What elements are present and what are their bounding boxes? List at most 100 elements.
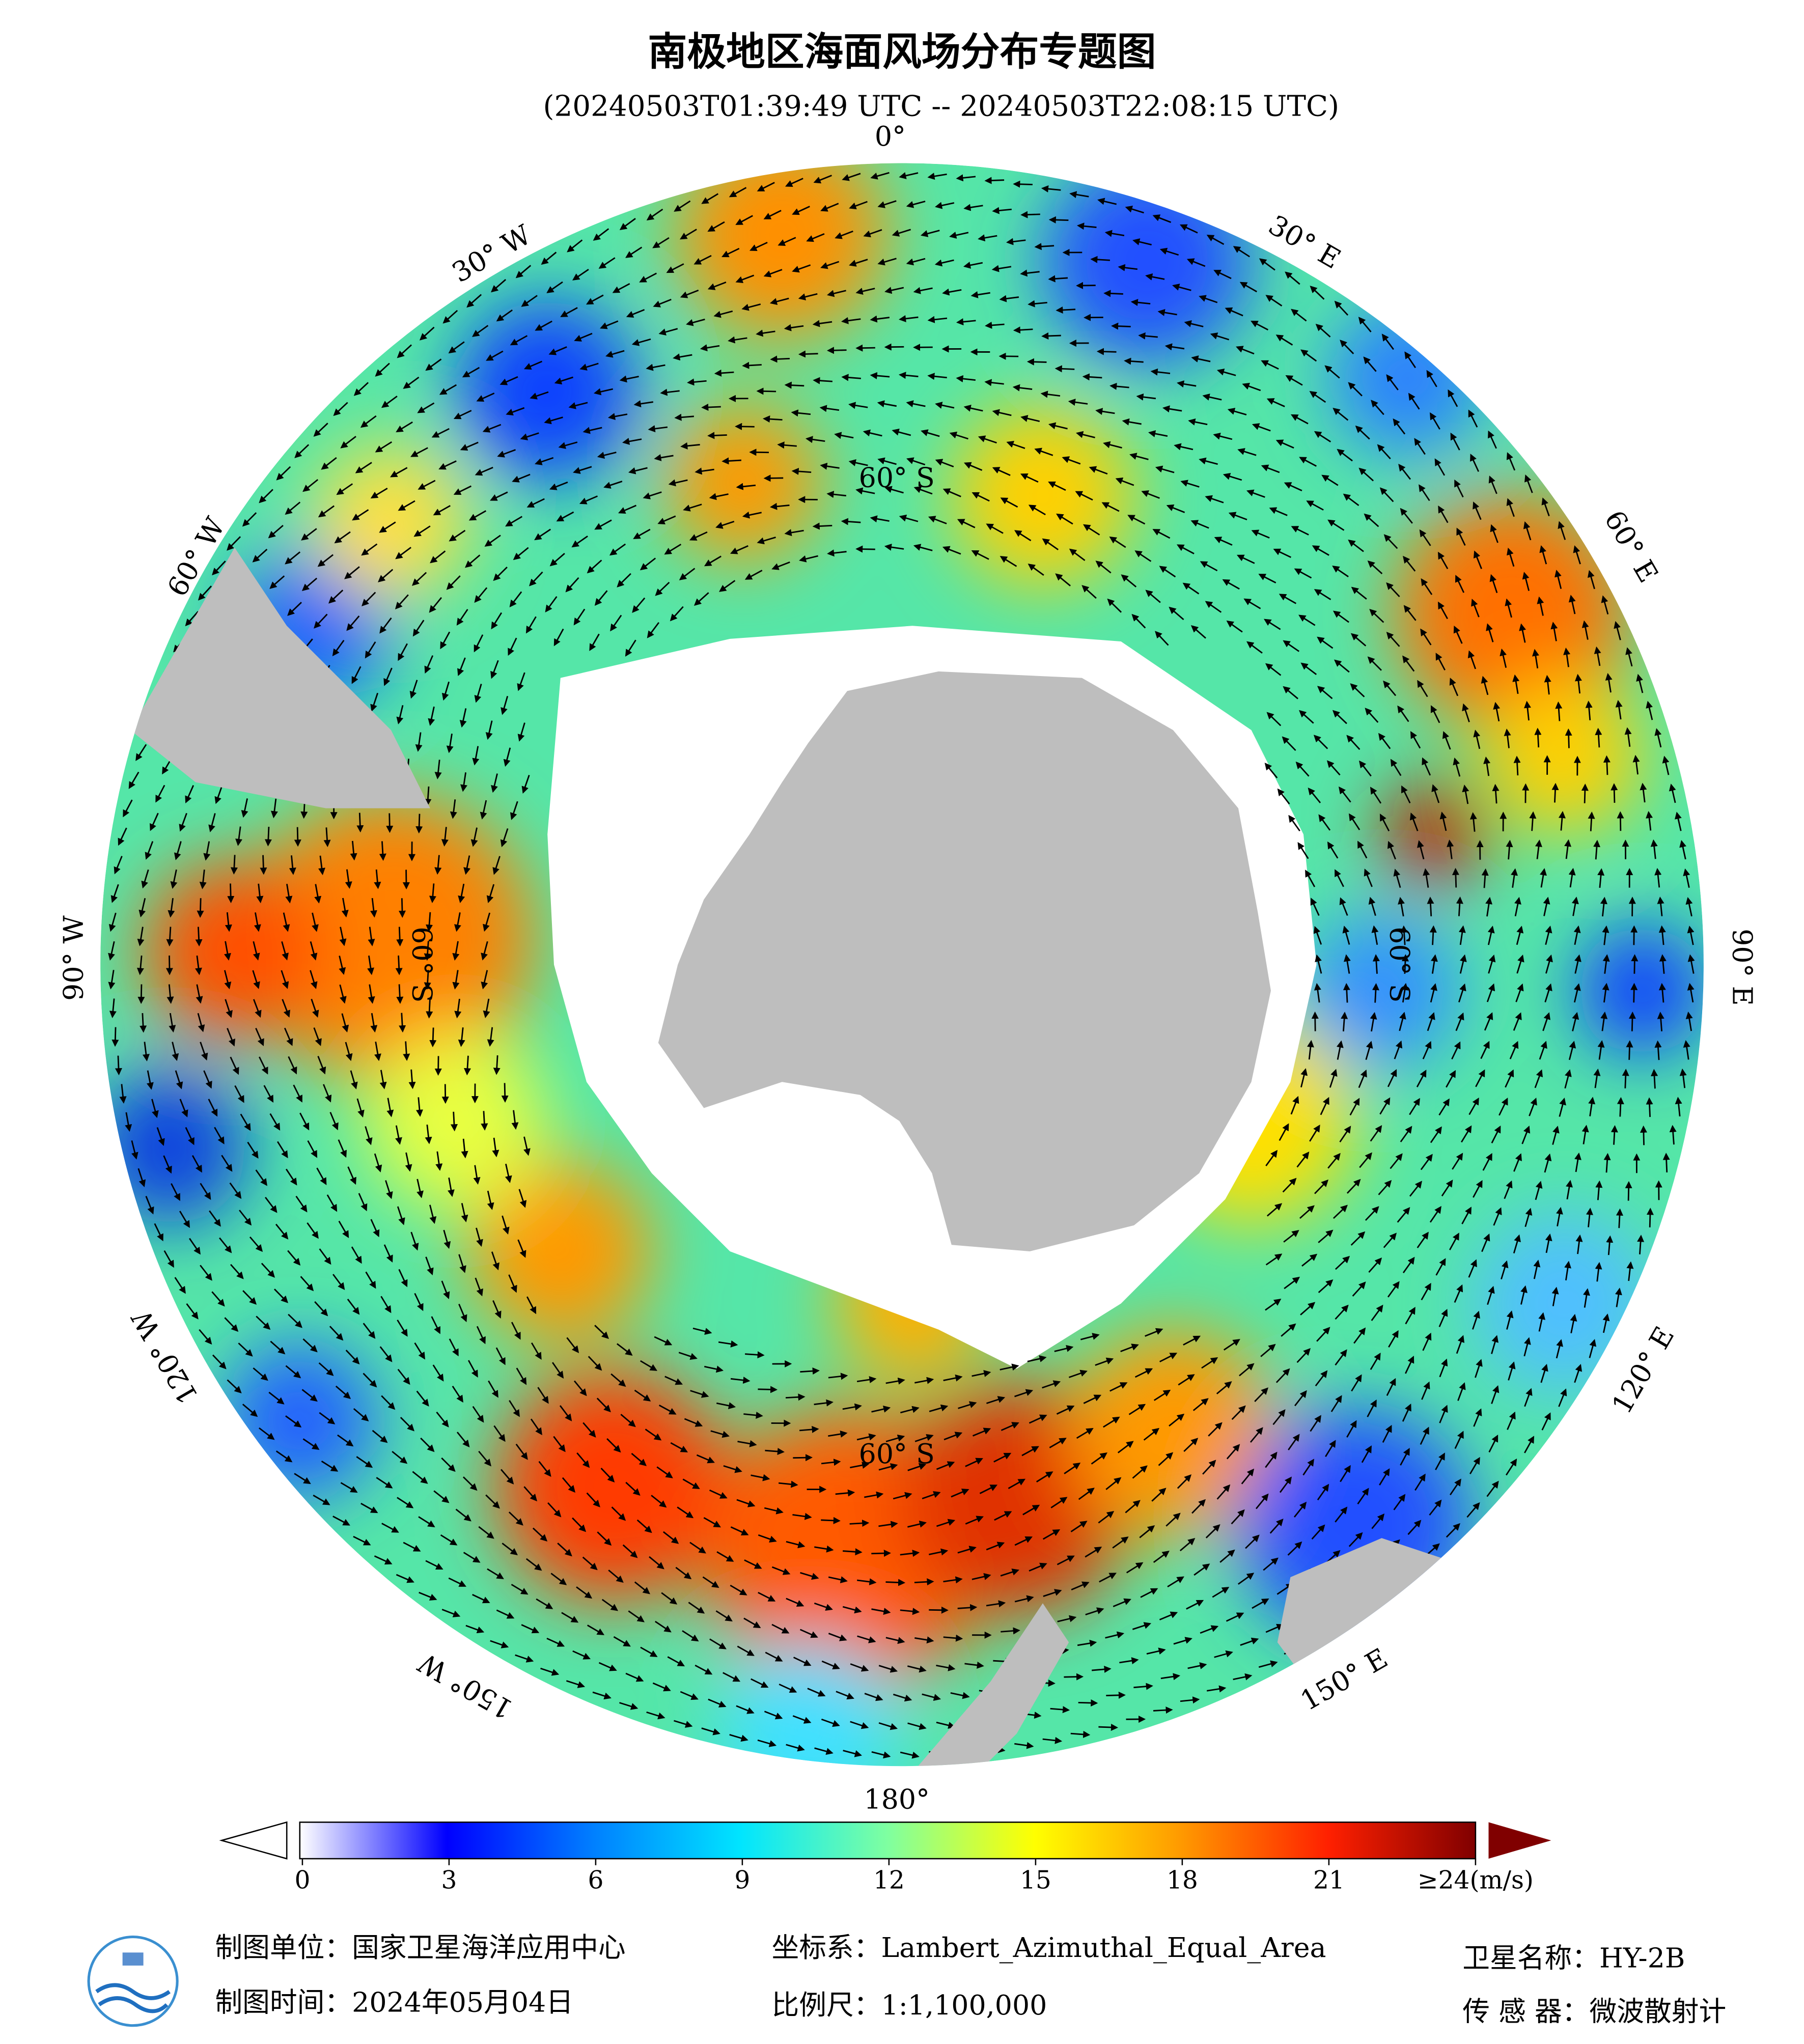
wind-arrow <box>465 554 481 568</box>
wind-arrow <box>611 1506 626 1521</box>
wind-arrow <box>551 1362 564 1379</box>
wind-arrow <box>1484 1012 1493 1031</box>
wind-patch <box>100 1069 248 1225</box>
wind-arrow <box>1034 447 1053 456</box>
wind-arrow <box>1070 1521 1088 1532</box>
wind-arrow <box>463 855 470 875</box>
wind-arrow <box>1351 586 1367 600</box>
colorbar-under <box>219 1821 288 1860</box>
wind-arrow <box>1365 1041 1373 1060</box>
wind-arrow <box>677 1506 694 1519</box>
wind-arrow <box>690 1390 709 1398</box>
wind-arrow <box>1064 1673 1084 1681</box>
wind-arrow <box>350 1070 358 1089</box>
wind-arrow <box>695 467 714 475</box>
wind-arrow <box>538 1461 551 1477</box>
wind-arrow <box>654 1336 673 1346</box>
satellite: 卫星名称：HY-2B <box>1462 1942 1685 1974</box>
wind-arrow <box>1107 598 1122 613</box>
wind-arrow <box>850 1462 870 1469</box>
wind-arrow <box>1441 1180 1453 1197</box>
wind-arrow <box>505 516 523 527</box>
wind-arrow <box>1341 1012 1348 1031</box>
wind-arrow <box>1152 529 1171 539</box>
wind-arrow <box>415 1097 423 1117</box>
wind-arrow <box>654 454 674 461</box>
wind-patch <box>1381 782 1486 887</box>
wind-arrow <box>1069 548 1086 562</box>
wind-arrow <box>310 941 318 961</box>
wind-arrow <box>1275 1368 1290 1383</box>
wind-arrow <box>1121 574 1137 587</box>
wind-arrow <box>374 1041 381 1061</box>
wind-arrow <box>511 1322 521 1340</box>
wind-arrow <box>1417 1231 1429 1248</box>
wind-arrow <box>1182 582 1200 595</box>
wind-arrow <box>588 1356 602 1371</box>
wind-arrow <box>485 720 493 740</box>
wind-arrow <box>843 1548 863 1556</box>
wind-arrow <box>1040 390 1061 398</box>
wind-patch <box>951 404 1134 587</box>
wind-arrow <box>791 467 812 475</box>
wind-arrow <box>1106 1691 1126 1699</box>
wind-arrow <box>784 529 804 537</box>
wind-patch <box>1395 495 1629 731</box>
wind-arrow <box>1370 787 1382 804</box>
wind-arrow <box>707 432 727 439</box>
wind-patch <box>247 795 535 1082</box>
wind-arrow <box>405 1152 412 1172</box>
wind-arrow <box>1246 641 1263 654</box>
wind-arrow <box>913 486 933 495</box>
wind-arrow <box>559 1405 572 1421</box>
wind-arrow <box>1288 1434 1300 1450</box>
wind-arrow <box>963 404 983 412</box>
wind-arrow <box>1513 755 1521 776</box>
title: 南极地区海面风场分布专题图 <box>648 29 1156 75</box>
wind-arrow <box>323 827 331 847</box>
wind-arrow <box>396 927 404 947</box>
wind-arrow <box>339 956 346 975</box>
wind-arrow <box>1458 983 1466 1003</box>
wind-arrow <box>1378 1180 1392 1195</box>
wind-arrow <box>1455 1012 1464 1031</box>
wind-arrow <box>383 667 393 686</box>
lon-label: 90° W <box>57 915 89 1001</box>
wind-arrow <box>730 1377 751 1384</box>
wind-arrow <box>1283 686 1298 699</box>
wind-arrow <box>1155 465 1175 473</box>
wind-arrow <box>594 519 612 530</box>
wind-arrow <box>441 1084 449 1104</box>
wind-arrow <box>1148 430 1168 437</box>
wind-arrow <box>1095 1357 1114 1366</box>
wind-arrow <box>684 1418 703 1427</box>
wind-arrow <box>1420 1154 1433 1170</box>
wind-arrow <box>1300 1068 1308 1087</box>
wind-arrow <box>1335 1349 1347 1366</box>
wind-arrow <box>487 1190 494 1210</box>
wind-arrow <box>1603 755 1611 775</box>
wind-arrow <box>1401 983 1409 1003</box>
wind-arrow <box>1273 548 1292 558</box>
wind-arrow <box>587 559 602 574</box>
wind-arrow <box>1277 788 1290 805</box>
wind-arrow <box>1588 811 1595 831</box>
wind-arrow <box>631 1452 647 1466</box>
wind-arrow <box>1265 1298 1282 1311</box>
wind-arrow <box>347 1166 356 1185</box>
wind-arrow <box>1085 1547 1102 1558</box>
wind-arrow <box>1254 1387 1269 1403</box>
wind-arrow <box>412 620 425 637</box>
wind-arrow <box>1288 815 1300 832</box>
wind-arrow <box>556 511 574 522</box>
wind-arrow <box>689 1542 706 1554</box>
wind-arrow <box>1314 1179 1329 1194</box>
wind-arrow <box>1078 1699 1098 1707</box>
wind-arrow <box>1101 502 1120 512</box>
wind-arrow <box>678 1352 698 1360</box>
wind-arrow <box>1049 1438 1067 1448</box>
wind-arrow <box>573 466 592 474</box>
wind-arrow <box>589 633 600 651</box>
wind-arrow <box>1353 1327 1366 1344</box>
wind-arrow <box>737 1440 757 1447</box>
